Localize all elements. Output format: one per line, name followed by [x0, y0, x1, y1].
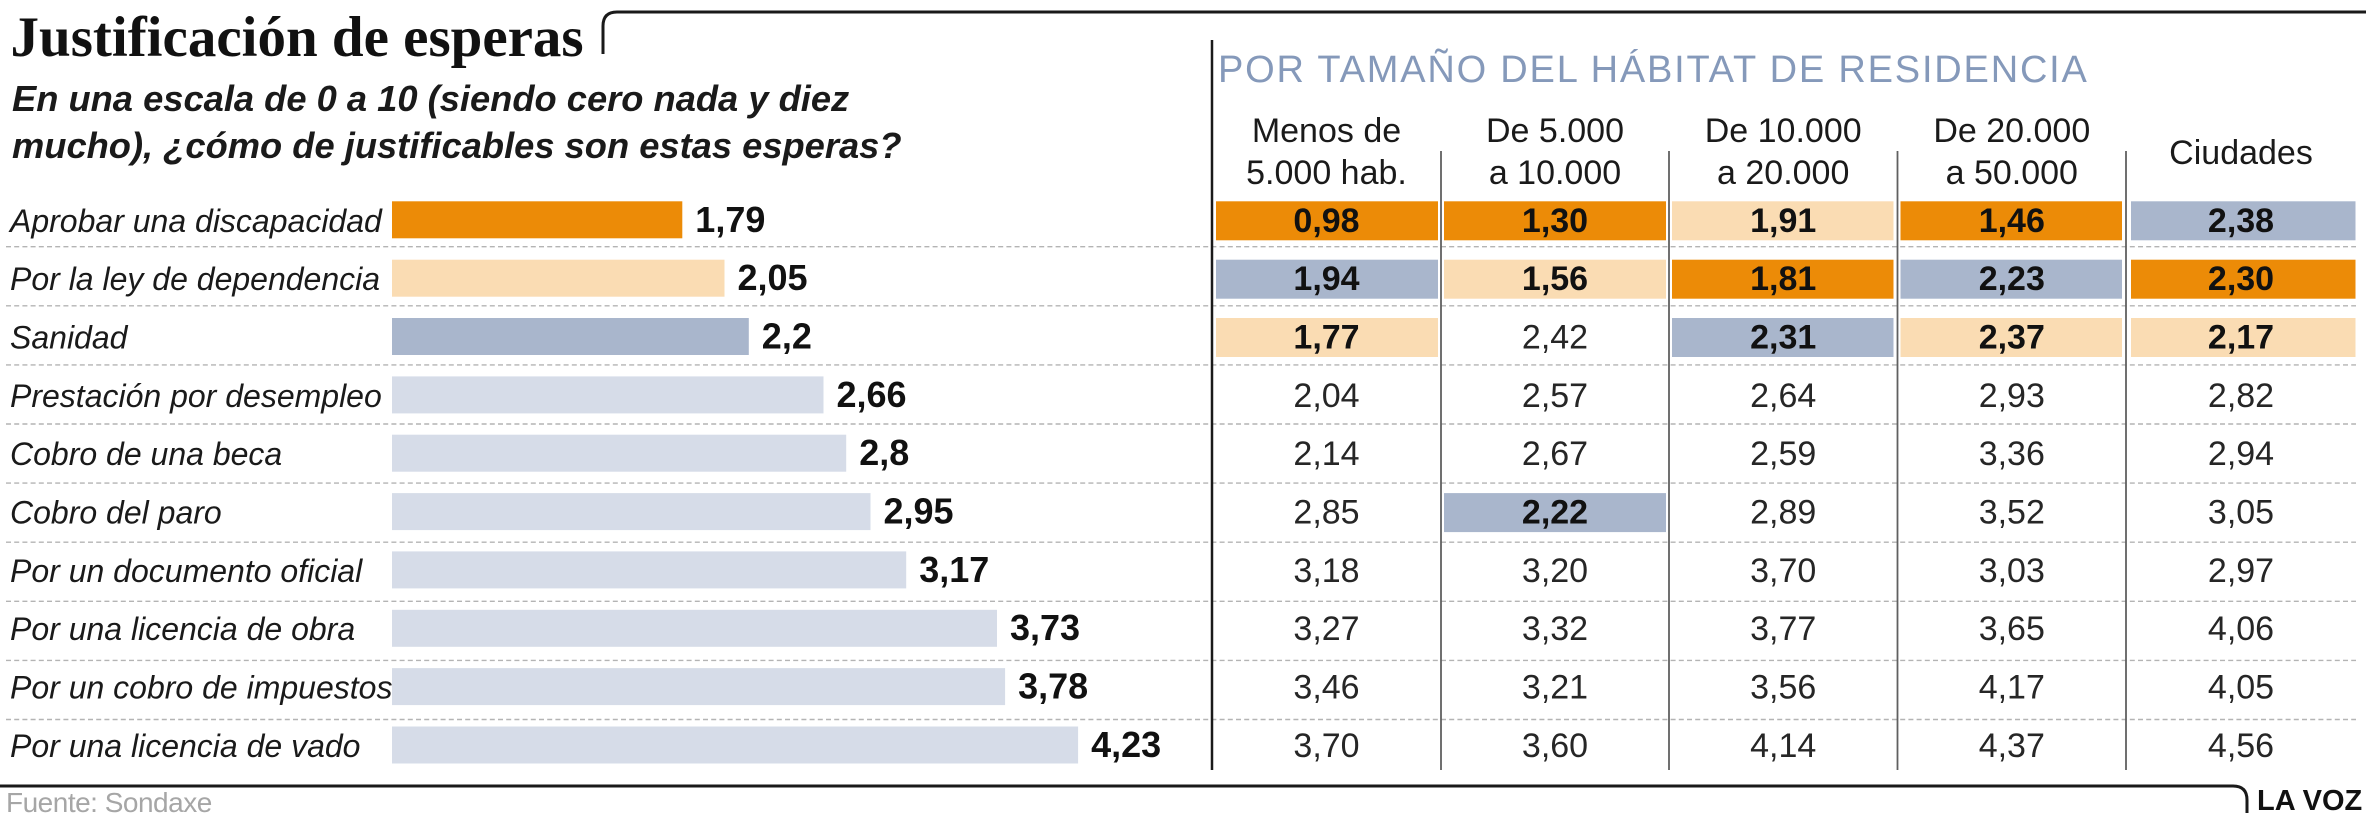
svg-text:1,56: 1,56 — [1522, 260, 1588, 298]
svg-text:Sanidad: Sanidad — [10, 320, 129, 356]
svg-text:2,64: 2,64 — [1750, 377, 1816, 415]
svg-text:1,77: 1,77 — [1293, 319, 1359, 357]
svg-text:3,05: 3,05 — [2208, 494, 2274, 532]
svg-text:POR TAMAÑO DEL HÁBITAT DE RESI: POR TAMAÑO DEL HÁBITAT DE RESIDENCIA — [1218, 48, 2089, 91]
svg-text:En una escala de 0 a 10 (siend: En una escala de 0 a 10 (siendo cero nad… — [12, 78, 849, 119]
svg-text:3,65: 3,65 — [1979, 610, 2045, 648]
svg-text:3,27: 3,27 — [1293, 610, 1359, 648]
svg-text:4,05: 4,05 — [2208, 669, 2274, 707]
svg-text:2,67: 2,67 — [1522, 435, 1588, 473]
svg-text:3,17: 3,17 — [919, 549, 989, 590]
svg-text:3,60: 3,60 — [1522, 727, 1588, 765]
svg-text:3,03: 3,03 — [1979, 552, 2045, 590]
svg-text:2,23: 2,23 — [1979, 260, 2045, 298]
svg-text:4,17: 4,17 — [1979, 669, 2045, 707]
svg-text:Por una licencia de vado: Por una licencia de vado — [10, 728, 360, 764]
svg-text:3,78: 3,78 — [1018, 666, 1088, 707]
svg-text:Aprobar una discapacidad: Aprobar una discapacidad — [8, 203, 383, 239]
svg-text:Cobro del paro: Cobro del paro — [10, 495, 222, 531]
svg-text:3,32: 3,32 — [1522, 610, 1588, 648]
svg-text:Menos de: Menos de — [1252, 112, 1401, 150]
svg-text:3,46: 3,46 — [1293, 669, 1359, 707]
svg-text:2,59: 2,59 — [1750, 435, 1816, 473]
svg-text:2,42: 2,42 — [1522, 319, 1588, 357]
svg-text:2,94: 2,94 — [2208, 435, 2274, 473]
svg-text:a 50.000: a 50.000 — [1946, 154, 2078, 192]
svg-text:3,56: 3,56 — [1750, 669, 1816, 707]
svg-text:Por la ley de dependencia: Por la ley de dependencia — [10, 261, 380, 297]
svg-text:1,81: 1,81 — [1750, 260, 1816, 298]
svg-text:1,79: 1,79 — [695, 199, 765, 240]
svg-text:3,77: 3,77 — [1750, 610, 1816, 648]
svg-text:3,52: 3,52 — [1979, 494, 2045, 532]
svg-text:Por un documento oficial: Por un documento oficial — [10, 553, 363, 589]
svg-text:4,06: 4,06 — [2208, 610, 2274, 648]
svg-text:a 20.000: a 20.000 — [1717, 154, 1849, 192]
svg-text:3,36: 3,36 — [1979, 435, 2045, 473]
svg-text:LA VOZ: LA VOZ — [2257, 785, 2362, 817]
svg-text:2,30: 2,30 — [2208, 260, 2274, 298]
svg-text:De 5.000: De 5.000 — [1486, 112, 1624, 150]
svg-text:Por una licencia de obra: Por una licencia de obra — [10, 611, 355, 647]
svg-text:2,38: 2,38 — [2208, 202, 2274, 240]
svg-text:2,05: 2,05 — [738, 257, 808, 298]
svg-text:Fuente: Sondaxe: Fuente: Sondaxe — [6, 787, 212, 817]
svg-text:0,98: 0,98 — [1293, 202, 1359, 240]
svg-text:3,73: 3,73 — [1010, 607, 1080, 648]
svg-text:2,57: 2,57 — [1522, 377, 1588, 415]
svg-text:a 10.000: a 10.000 — [1489, 154, 1621, 192]
svg-text:3,70: 3,70 — [1293, 727, 1359, 765]
svg-text:1,46: 1,46 — [1979, 202, 2045, 240]
svg-text:Cobro de una beca: Cobro de una beca — [10, 436, 282, 472]
svg-text:2,82: 2,82 — [2208, 377, 2274, 415]
svg-text:4,56: 4,56 — [2208, 727, 2274, 765]
svg-text:2,8: 2,8 — [859, 432, 909, 473]
svg-text:1,30: 1,30 — [1522, 202, 1588, 240]
svg-text:Ciudades: Ciudades — [2169, 134, 2313, 172]
svg-text:2,22: 2,22 — [1522, 494, 1588, 532]
svg-text:2,66: 2,66 — [837, 374, 907, 415]
svg-text:2,37: 2,37 — [1979, 319, 2045, 357]
svg-text:De 20.000: De 20.000 — [1933, 112, 2090, 150]
svg-text:2,31: 2,31 — [1750, 319, 1816, 357]
svg-text:2,95: 2,95 — [884, 491, 954, 532]
svg-text:De 10.000: De 10.000 — [1705, 112, 1862, 150]
svg-text:mucho), ¿cómo de justificables: mucho), ¿cómo de justificables son estas… — [12, 125, 902, 166]
svg-text:Prestación por desempleo: Prestación por desempleo — [10, 378, 382, 414]
svg-text:4,37: 4,37 — [1979, 727, 2045, 765]
svg-text:3,21: 3,21 — [1522, 669, 1588, 707]
svg-text:3,70: 3,70 — [1750, 552, 1816, 590]
svg-text:5.000 hab.: 5.000 hab. — [1246, 154, 1407, 192]
svg-text:4,14: 4,14 — [1750, 727, 1816, 765]
svg-text:2,85: 2,85 — [1293, 494, 1359, 532]
svg-text:2,97: 2,97 — [2208, 552, 2274, 590]
svg-text:3,18: 3,18 — [1293, 552, 1359, 590]
svg-text:2,93: 2,93 — [1979, 377, 2045, 415]
svg-text:1,91: 1,91 — [1750, 202, 1816, 240]
svg-text:2,04: 2,04 — [1293, 377, 1359, 415]
svg-text:2,14: 2,14 — [1293, 435, 1359, 473]
svg-text:Justificación de esperas: Justificación de esperas — [11, 6, 584, 69]
svg-text:2,2: 2,2 — [762, 316, 812, 357]
svg-text:3,20: 3,20 — [1522, 552, 1588, 590]
svg-text:Por un cobro de impuestos: Por un cobro de impuestos — [10, 670, 392, 706]
svg-text:2,17: 2,17 — [2208, 319, 2274, 357]
svg-text:1,94: 1,94 — [1293, 260, 1359, 298]
svg-text:4,23: 4,23 — [1091, 724, 1161, 765]
svg-text:2,89: 2,89 — [1750, 494, 1816, 532]
